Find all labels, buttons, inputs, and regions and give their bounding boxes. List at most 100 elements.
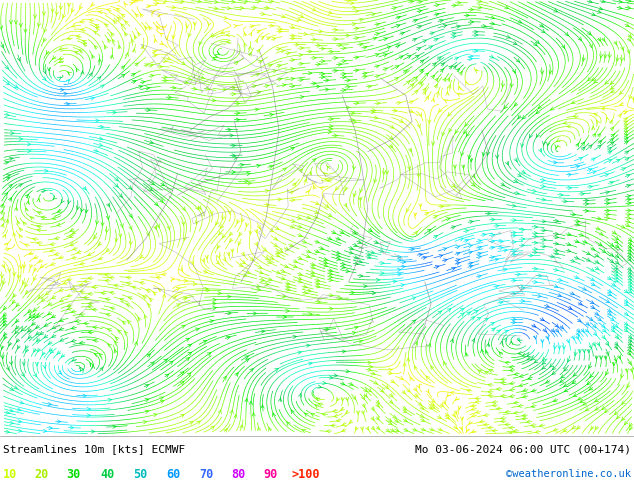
FancyArrowPatch shape — [460, 426, 463, 430]
FancyArrowPatch shape — [580, 399, 584, 402]
FancyArrowPatch shape — [597, 342, 600, 346]
FancyArrowPatch shape — [413, 38, 417, 41]
FancyArrowPatch shape — [184, 279, 188, 282]
FancyArrowPatch shape — [542, 198, 545, 201]
FancyArrowPatch shape — [1, 345, 4, 349]
FancyArrowPatch shape — [440, 69, 443, 73]
FancyArrowPatch shape — [425, 73, 429, 76]
FancyArrowPatch shape — [592, 342, 595, 346]
FancyArrowPatch shape — [261, 12, 265, 16]
FancyArrowPatch shape — [48, 68, 51, 71]
FancyArrowPatch shape — [298, 225, 302, 228]
FancyArrowPatch shape — [628, 251, 631, 255]
FancyArrowPatch shape — [484, 413, 488, 416]
FancyArrowPatch shape — [193, 282, 197, 286]
FancyArrowPatch shape — [148, 304, 151, 307]
FancyArrowPatch shape — [621, 225, 624, 228]
FancyArrowPatch shape — [392, 6, 396, 10]
FancyArrowPatch shape — [594, 113, 598, 116]
FancyArrowPatch shape — [127, 320, 131, 324]
FancyArrowPatch shape — [477, 318, 481, 320]
FancyArrowPatch shape — [228, 295, 231, 298]
FancyArrowPatch shape — [428, 343, 431, 347]
FancyArrowPatch shape — [514, 158, 517, 162]
FancyArrowPatch shape — [245, 359, 249, 362]
FancyArrowPatch shape — [371, 251, 375, 254]
FancyArrowPatch shape — [79, 50, 83, 53]
FancyArrowPatch shape — [398, 259, 401, 262]
FancyArrowPatch shape — [553, 161, 557, 164]
FancyArrowPatch shape — [472, 430, 476, 433]
FancyArrowPatch shape — [249, 231, 252, 234]
FancyArrowPatch shape — [73, 247, 77, 250]
FancyArrowPatch shape — [484, 423, 488, 426]
FancyArrowPatch shape — [292, 37, 295, 40]
FancyArrowPatch shape — [626, 184, 630, 188]
FancyArrowPatch shape — [418, 113, 422, 117]
FancyArrowPatch shape — [155, 1, 158, 5]
FancyArrowPatch shape — [488, 390, 491, 393]
FancyArrowPatch shape — [401, 32, 404, 35]
FancyArrowPatch shape — [573, 115, 577, 118]
FancyArrowPatch shape — [9, 342, 12, 346]
FancyArrowPatch shape — [10, 157, 13, 160]
FancyArrowPatch shape — [362, 404, 365, 407]
FancyArrowPatch shape — [327, 430, 330, 433]
FancyArrowPatch shape — [291, 58, 295, 62]
FancyArrowPatch shape — [389, 144, 392, 148]
FancyArrowPatch shape — [583, 349, 586, 353]
FancyArrowPatch shape — [300, 15, 304, 18]
FancyArrowPatch shape — [355, 69, 359, 72]
FancyArrowPatch shape — [592, 77, 596, 81]
FancyArrowPatch shape — [238, 242, 241, 245]
FancyArrowPatch shape — [555, 235, 559, 239]
FancyArrowPatch shape — [568, 306, 572, 309]
FancyArrowPatch shape — [513, 219, 516, 222]
FancyArrowPatch shape — [206, 87, 209, 90]
FancyArrowPatch shape — [346, 397, 349, 401]
FancyArrowPatch shape — [113, 111, 116, 114]
FancyArrowPatch shape — [363, 72, 367, 75]
FancyArrowPatch shape — [290, 147, 294, 150]
FancyArrowPatch shape — [257, 288, 261, 291]
FancyArrowPatch shape — [577, 425, 581, 429]
FancyArrowPatch shape — [553, 9, 557, 12]
FancyArrowPatch shape — [52, 295, 56, 298]
FancyArrowPatch shape — [509, 426, 513, 429]
FancyArrowPatch shape — [37, 348, 41, 352]
FancyArrowPatch shape — [307, 289, 311, 292]
FancyArrowPatch shape — [541, 29, 545, 33]
FancyArrowPatch shape — [290, 225, 294, 228]
FancyArrowPatch shape — [451, 391, 454, 394]
FancyArrowPatch shape — [42, 298, 45, 301]
FancyArrowPatch shape — [374, 179, 377, 182]
FancyArrowPatch shape — [231, 0, 235, 3]
FancyArrowPatch shape — [371, 407, 374, 411]
FancyArrowPatch shape — [495, 155, 499, 158]
FancyArrowPatch shape — [534, 251, 538, 254]
FancyArrowPatch shape — [37, 314, 41, 318]
FancyArrowPatch shape — [536, 134, 540, 137]
FancyArrowPatch shape — [226, 41, 230, 44]
FancyArrowPatch shape — [82, 41, 86, 44]
FancyArrowPatch shape — [25, 283, 28, 287]
FancyArrowPatch shape — [466, 133, 470, 136]
FancyArrowPatch shape — [597, 217, 601, 220]
FancyArrowPatch shape — [48, 402, 51, 406]
FancyArrowPatch shape — [329, 127, 332, 131]
FancyArrowPatch shape — [373, 381, 377, 384]
FancyArrowPatch shape — [512, 320, 516, 324]
FancyArrowPatch shape — [313, 56, 316, 60]
FancyArrowPatch shape — [517, 173, 521, 176]
FancyArrowPatch shape — [376, 403, 379, 407]
FancyArrowPatch shape — [99, 354, 103, 357]
FancyArrowPatch shape — [150, 362, 154, 366]
FancyArrowPatch shape — [389, 136, 393, 139]
FancyArrowPatch shape — [505, 410, 508, 414]
FancyArrowPatch shape — [455, 397, 459, 400]
FancyArrowPatch shape — [347, 0, 350, 2]
FancyArrowPatch shape — [534, 280, 538, 284]
FancyArrowPatch shape — [90, 363, 93, 367]
FancyArrowPatch shape — [81, 28, 84, 31]
FancyArrowPatch shape — [597, 133, 600, 137]
